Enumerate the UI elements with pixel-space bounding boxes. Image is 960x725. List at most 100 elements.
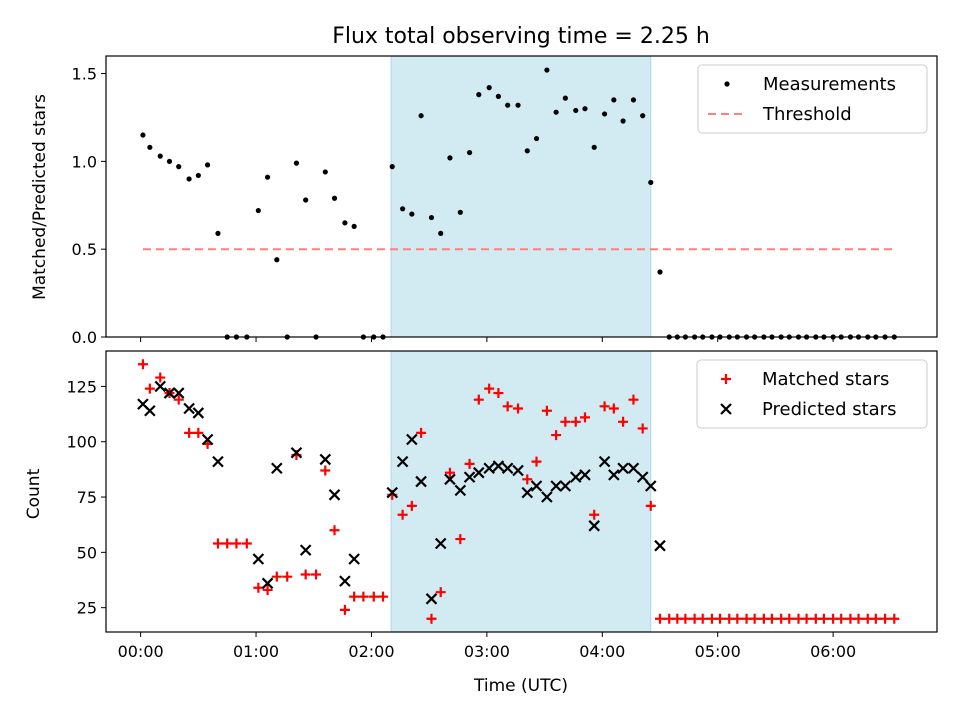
data-point — [521, 486, 534, 499]
data-point — [155, 372, 166, 383]
data-point — [415, 475, 427, 488]
data-point — [444, 467, 455, 478]
data-point — [349, 591, 360, 602]
data-point — [271, 571, 282, 582]
data-point — [447, 155, 453, 161]
data-point — [183, 402, 195, 415]
data-point — [147, 144, 153, 150]
data-point — [515, 102, 521, 108]
data-point — [570, 416, 581, 427]
data-point — [201, 433, 214, 446]
data-point — [636, 471, 649, 483]
y-tick-label: 1.0 — [72, 152, 97, 171]
data-point — [579, 469, 591, 481]
data-point — [322, 169, 328, 175]
panel-bottom: 25 50 75 100 125 00:00 01:00 02:00 03:00 04:00 05:… — [66, 350, 938, 661]
x-tick-label: 04:00 — [579, 642, 625, 661]
data-point — [271, 462, 283, 475]
legend-label: Matched stars — [762, 369, 889, 390]
data-point — [464, 458, 475, 469]
data-point — [195, 172, 201, 179]
data-point — [644, 480, 657, 492]
data-point — [455, 534, 466, 545]
data-point — [784, 613, 795, 624]
data-point — [466, 149, 473, 156]
legend: Measurements Threshold — [697, 64, 928, 134]
data-point — [608, 469, 620, 481]
data-point — [486, 85, 492, 91]
data-point — [544, 67, 550, 73]
data-point — [144, 383, 155, 394]
legend: Matched stars Predicted stars — [696, 359, 928, 429]
data-point — [569, 471, 582, 483]
data-point — [303, 197, 309, 203]
legend-label: Threshold — [762, 104, 852, 125]
legend-swatch — [724, 81, 730, 87]
data-point — [454, 484, 467, 497]
y-tick-label: 100 — [66, 433, 97, 452]
data-point — [444, 473, 456, 486]
data-point — [173, 394, 184, 405]
data-point — [818, 613, 829, 624]
data-point — [657, 269, 663, 275]
data-point — [473, 394, 484, 405]
data-point — [172, 387, 185, 399]
legend-label: Measurements — [763, 74, 896, 95]
data-point — [579, 412, 590, 423]
data-point — [264, 174, 271, 180]
legend-swatch — [721, 374, 731, 384]
y-tick-label: 0.5 — [72, 240, 97, 259]
data-point — [655, 613, 665, 624]
data-point — [137, 359, 148, 370]
x-tick-label: 03:00 — [464, 642, 510, 661]
data-point — [541, 405, 552, 416]
data-point — [212, 538, 223, 549]
data-point — [282, 571, 293, 582]
data-point — [591, 144, 597, 150]
data-point — [512, 464, 524, 477]
chart-title: Flux total observing time = 2.25 h — [332, 24, 710, 49]
y-tick-label: 50 — [77, 543, 97, 562]
x-axis-label: Time (UTC) — [473, 676, 568, 696]
data-point — [418, 113, 424, 119]
data-point — [880, 613, 891, 624]
data-point — [157, 153, 163, 159]
data-point — [351, 223, 357, 229]
data-point — [533, 135, 540, 142]
data-point — [749, 613, 760, 624]
data-point — [492, 460, 505, 472]
plot-frame — [105, 350, 938, 633]
data-point — [290, 447, 303, 459]
y-tick-label: 1.5 — [72, 65, 97, 84]
data-point — [588, 520, 600, 532]
data-point — [501, 462, 514, 475]
data-point — [255, 207, 261, 214]
data-point — [406, 433, 418, 446]
data-point — [531, 456, 542, 467]
data-point — [241, 538, 252, 549]
legend-swatch — [720, 403, 732, 415]
y-tick-label: 125 — [66, 377, 97, 396]
y-tick-label: 0.0 — [72, 328, 97, 347]
data-point — [602, 111, 608, 117]
data-point — [166, 158, 173, 164]
data-point — [389, 164, 395, 170]
x-tick-label: 06:00 — [810, 642, 856, 661]
data-point — [589, 509, 600, 520]
data-point — [193, 427, 204, 438]
legend-box — [696, 359, 928, 429]
x-tick-label: 00:00 — [118, 642, 164, 661]
data-point — [645, 500, 656, 511]
data-point — [582, 106, 588, 112]
data-point — [435, 587, 446, 598]
data-point — [184, 427, 195, 438]
data-point — [409, 211, 415, 217]
top-y-axis-label: Matched/Predicted stars — [30, 94, 50, 300]
data-point — [342, 220, 348, 226]
data-point — [562, 95, 568, 101]
y-tick-label: 25 — [77, 599, 97, 618]
data-point — [551, 430, 562, 441]
data-point — [192, 407, 205, 419]
data-point — [163, 387, 176, 399]
legend-box — [697, 64, 928, 134]
